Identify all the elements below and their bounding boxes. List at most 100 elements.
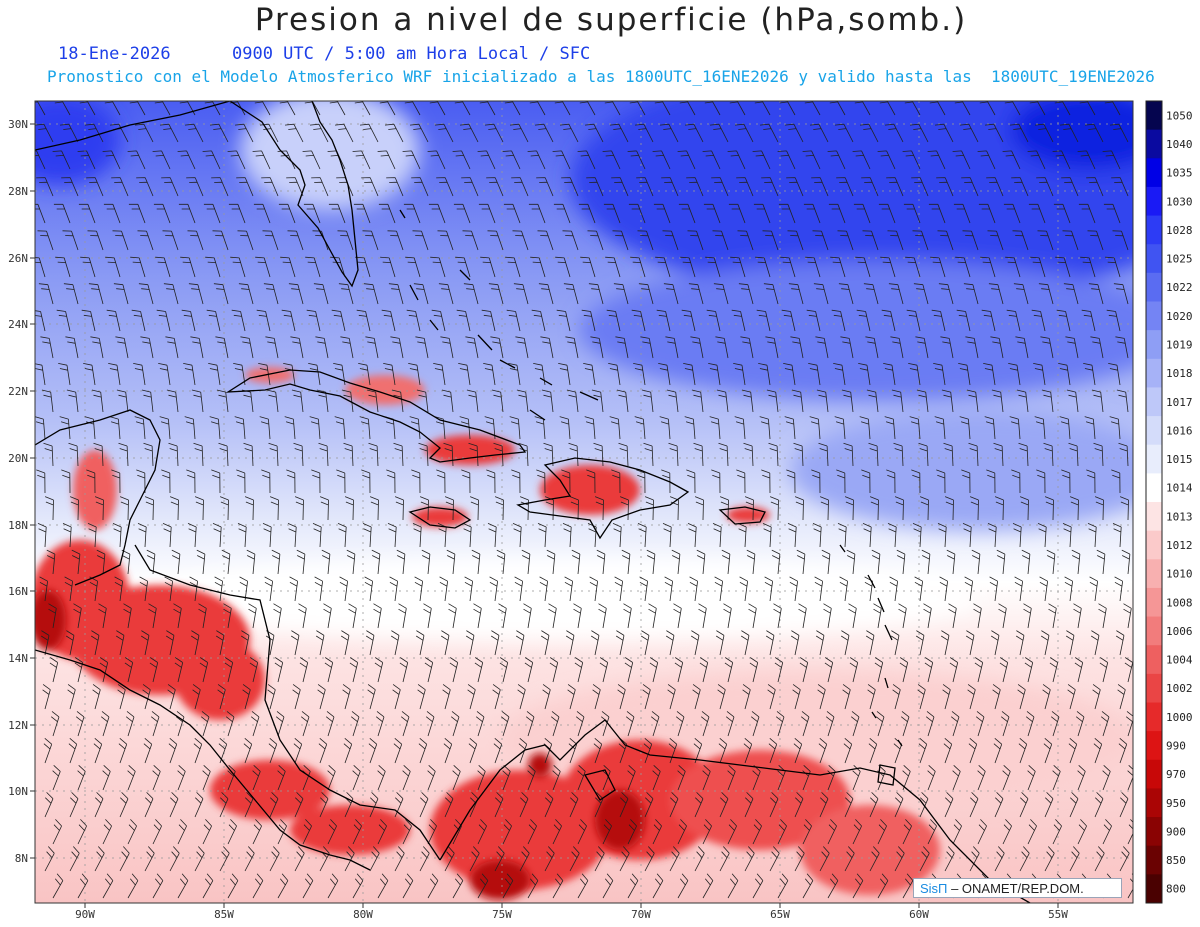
colorbar-label: 1020 bbox=[1166, 310, 1193, 323]
colorbar-label: 1014 bbox=[1166, 482, 1193, 495]
colorbar-label: 800 bbox=[1166, 883, 1186, 896]
pressure-colorbar: 1050 1040 1035 1030 1028 1025 1022 1020 1019 1018… bbox=[1145, 100, 1193, 904]
colorbar-swatch bbox=[1146, 416, 1162, 446]
colorbar-label: 1013 bbox=[1166, 510, 1193, 523]
colorbar-label: 1008 bbox=[1166, 596, 1193, 609]
lat-label: 28N bbox=[8, 185, 28, 198]
colorbar-label: 850 bbox=[1166, 854, 1186, 867]
lon-label: 55W bbox=[1048, 908, 1068, 921]
lat-lon-grid bbox=[35, 101, 1133, 903]
lat-label: 26N bbox=[8, 252, 28, 265]
colorbar-label: 1006 bbox=[1166, 625, 1193, 638]
colorbar-label: 1028 bbox=[1166, 224, 1193, 237]
colorbar-swatch bbox=[1146, 101, 1162, 131]
wind-barb-set bbox=[35, 101, 1133, 899]
colorbar-swatch bbox=[1146, 244, 1162, 274]
colorbar-label: 1025 bbox=[1166, 253, 1193, 266]
colorbar-swatch bbox=[1146, 559, 1162, 589]
lon-label: 70W bbox=[631, 908, 651, 921]
lon-label: 60W bbox=[909, 908, 929, 921]
lat-label: 24N bbox=[8, 318, 28, 331]
central-america-coast bbox=[35, 649, 371, 871]
latitude-axis: 30N 28N 26N 24N 22N 20N 18N 16N 14N 12N … bbox=[8, 118, 35, 865]
colorbar-swatch bbox=[1146, 215, 1162, 245]
colorbar-label: 1040 bbox=[1166, 138, 1193, 151]
colorbar-label: 1015 bbox=[1166, 453, 1193, 466]
plot-frame bbox=[34, 100, 1134, 904]
colorbar-label: 1017 bbox=[1166, 396, 1193, 409]
colorbar-swatch bbox=[1146, 788, 1162, 818]
colorbar-label: 1012 bbox=[1166, 539, 1193, 552]
gulf-coast bbox=[35, 101, 231, 151]
colorbar-label: 1035 bbox=[1166, 167, 1193, 180]
colorbar-swatch bbox=[1146, 616, 1162, 646]
coastlines bbox=[35, 101, 1031, 903]
colorbar-swatch bbox=[1146, 874, 1162, 904]
lat-label: 16N bbox=[8, 585, 28, 598]
lon-label: 65W bbox=[770, 908, 790, 921]
colorbar-label: 1050 bbox=[1166, 109, 1193, 122]
credit-box: SisΠ – ONAMET/REP.DOM. bbox=[913, 878, 1122, 898]
colorbar-swatch bbox=[1146, 387, 1162, 417]
yucatan-coast bbox=[35, 409, 161, 586]
colorbar-swatch bbox=[1146, 702, 1162, 732]
cuba-coast bbox=[225, 369, 527, 463]
bahamas bbox=[399, 209, 599, 421]
colorbar-label: 1030 bbox=[1166, 195, 1193, 208]
valid-time-subtitle: 18-Ene-2026 0900 UTC / 5:00 am Hora Loca… bbox=[58, 44, 591, 64]
lat-label: 20N bbox=[8, 452, 28, 465]
model-info-subtitle: Pronostico con el Modelo Atmosferico WRF… bbox=[47, 67, 1155, 86]
colorbar-label: 950 bbox=[1166, 797, 1186, 810]
colorbar-swatch bbox=[1146, 444, 1162, 474]
lon-label: 90W bbox=[75, 908, 95, 921]
colorbar-swatch bbox=[1146, 272, 1162, 302]
colorbar-label: 1004 bbox=[1166, 654, 1193, 667]
colorbar-swatch bbox=[1146, 845, 1162, 875]
lat-label: 22N bbox=[8, 385, 28, 398]
south-america-coast bbox=[439, 719, 1031, 903]
lon-label: 80W bbox=[353, 908, 373, 921]
lat-label: 30N bbox=[8, 118, 28, 131]
colorbar-label: 1016 bbox=[1166, 424, 1193, 437]
colorbar-swatch bbox=[1146, 158, 1162, 188]
colorbar-label: 1019 bbox=[1166, 338, 1193, 351]
colorbar-swatch bbox=[1146, 129, 1162, 159]
colorbar-swatch bbox=[1146, 502, 1162, 532]
colorbar-label: 1010 bbox=[1166, 568, 1193, 581]
hispaniola-coast bbox=[516, 457, 690, 540]
colorbar-swatch bbox=[1146, 358, 1162, 388]
maracaibo-lake bbox=[583, 769, 616, 801]
puerto-rico-coast bbox=[718, 506, 766, 525]
colorbar-label: 990 bbox=[1166, 739, 1186, 752]
pressure-field bbox=[35, 101, 1133, 903]
lat-label: 12N bbox=[8, 719, 28, 732]
lesser-antilles bbox=[839, 544, 903, 747]
lat-label: 18N bbox=[8, 519, 28, 532]
florida-coast bbox=[229, 101, 359, 288]
colorbar-label: 900 bbox=[1166, 825, 1186, 838]
colorbar-swatch bbox=[1146, 759, 1162, 789]
colorbar-swatch bbox=[1146, 817, 1162, 847]
sispi-logo: SisΠ bbox=[920, 881, 948, 896]
jamaica-coast bbox=[408, 506, 472, 529]
colorbar-label: 1002 bbox=[1166, 682, 1193, 695]
lat-label: 14N bbox=[8, 652, 28, 665]
wind-barbs bbox=[35, 101, 1133, 899]
colorbar-swatch bbox=[1146, 186, 1162, 217]
colorbar-swatch bbox=[1146, 301, 1162, 331]
colorbar-swatch bbox=[1146, 731, 1162, 761]
colorbar-label: 1000 bbox=[1166, 711, 1193, 724]
credit-text: ONAMET/REP.DOM. bbox=[961, 881, 1084, 896]
lat-label: 8N bbox=[15, 852, 28, 865]
colorbar-label: 970 bbox=[1166, 768, 1186, 781]
longitude-axis: 90W 85W 80W 75W 70W 65W 60W 55W bbox=[75, 903, 1068, 921]
colorbar-label: 1022 bbox=[1166, 281, 1193, 294]
lat-label: 10N bbox=[8, 785, 28, 798]
lon-label: 75W bbox=[492, 908, 512, 921]
colorbar-swatch bbox=[1146, 530, 1162, 560]
colorbar-label: 1018 bbox=[1166, 367, 1193, 380]
credit-separator: – bbox=[947, 881, 962, 896]
colorbar-frame bbox=[1145, 100, 1163, 904]
trinidad bbox=[877, 764, 896, 786]
